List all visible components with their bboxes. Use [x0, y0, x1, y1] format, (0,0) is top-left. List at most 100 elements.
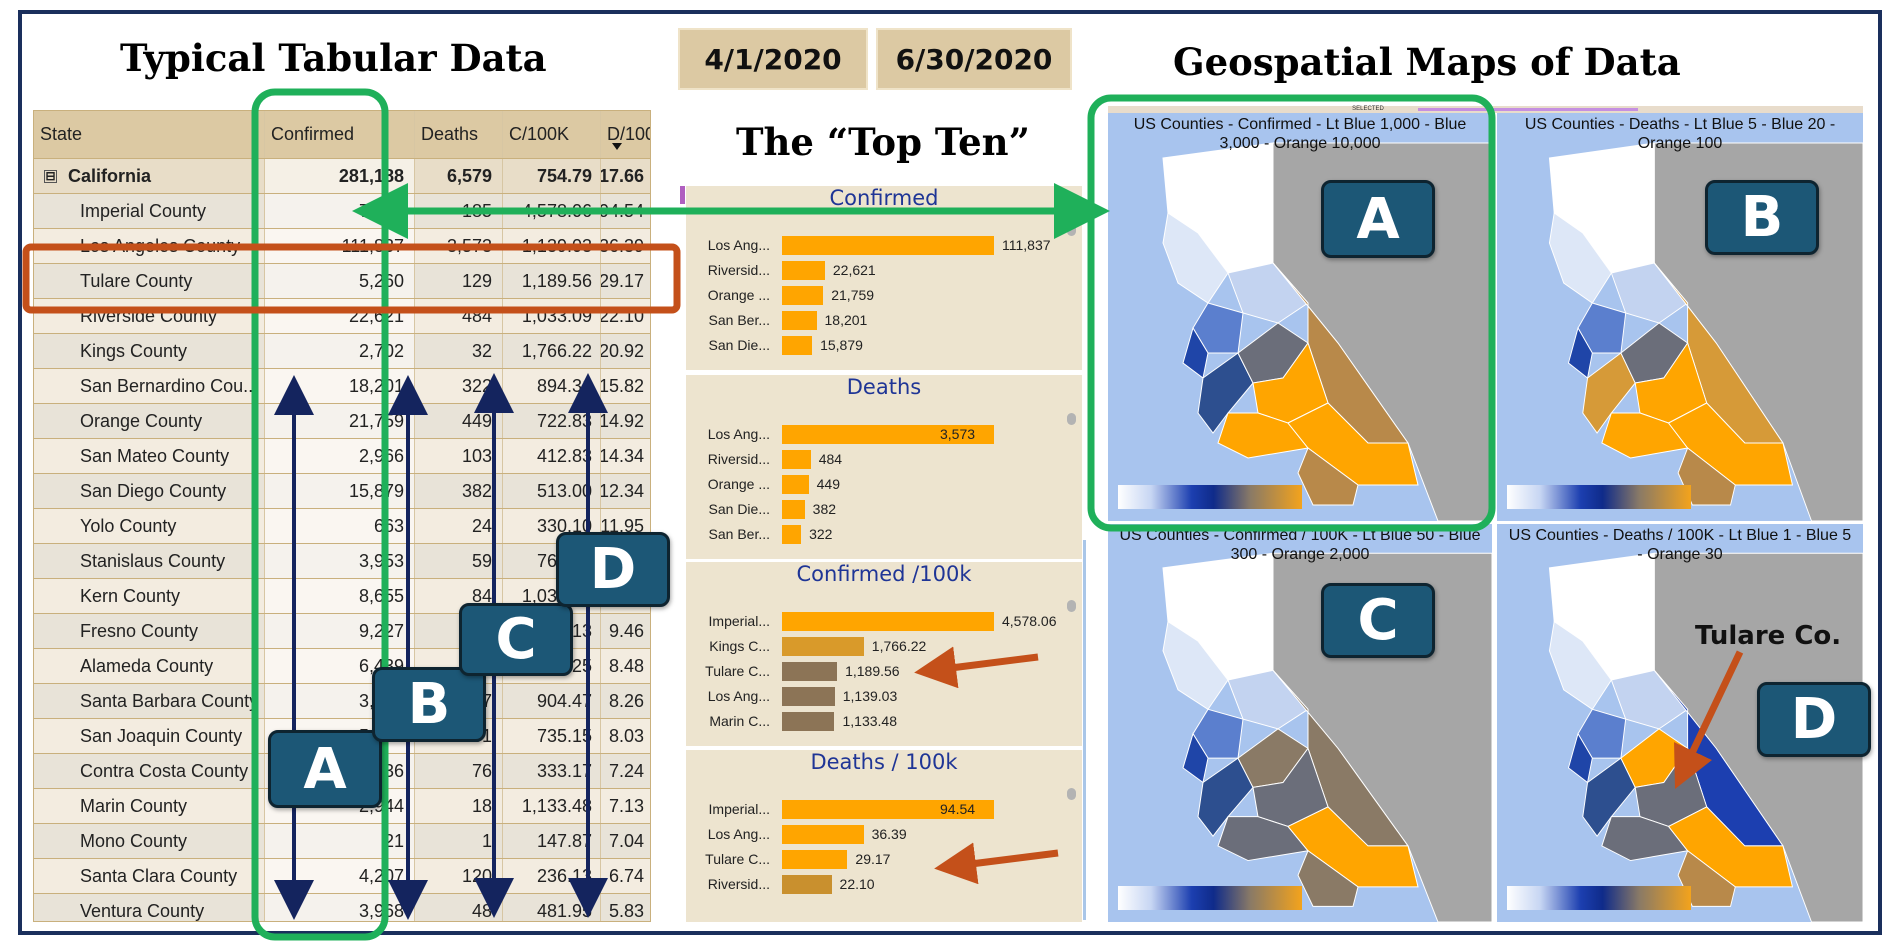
table-row[interactable]: San Bernardino Cou... 18,201 322 894.31 15.8… [34, 369, 650, 404]
cell-deaths: 76 [415, 754, 503, 788]
column-header-deaths[interactable]: Deaths [415, 111, 503, 158]
topten-bar[interactable] [782, 712, 835, 731]
topten-bar[interactable] [782, 850, 848, 869]
badge-d-table: D [556, 532, 670, 607]
cell-c100k: 1,033.09 [503, 299, 601, 333]
county-name: Kings County [34, 334, 265, 368]
topten-bar-label: Tulare C... [705, 851, 770, 867]
table-row[interactable]: Ventura County 3,968 48 481.95 5.83 [34, 894, 650, 921]
cell-d100k: 14.34 [601, 445, 644, 466]
cell-confirmed: 4,207 [265, 859, 415, 893]
total-confirmed: 281,188 [265, 159, 415, 193]
cell-confirmed: 9,227 [265, 614, 415, 648]
table-row[interactable]: Imperial County 7,990 185 4,578.06 94.54 [34, 194, 650, 229]
date-start[interactable]: 4/1/2020 [678, 28, 868, 90]
county-name: Fresno County [34, 614, 265, 648]
date-end[interactable]: 6/30/2020 [876, 28, 1072, 90]
topten-bar[interactable] [782, 637, 864, 656]
topten-bar[interactable] [782, 261, 825, 280]
topten-bar[interactable] [782, 825, 864, 844]
cell-d100k: 7.24 [608, 760, 644, 781]
cell-confirmed: 21,759 [265, 404, 415, 438]
badge-b-table: B [372, 667, 486, 742]
badge-d-map: D [1757, 682, 1871, 757]
heading-maps: Geospatial Maps of Data [1173, 40, 1681, 84]
cell-c100k: 1,133.48 [503, 789, 601, 823]
topten-bar[interactable] [782, 687, 835, 706]
collapse-icon[interactable]: ⊟ [44, 169, 57, 183]
county-map[interactable]: US Counties - Confirmed / 100K - Lt Blue… [1108, 524, 1492, 922]
topten-bar[interactable] [782, 875, 832, 894]
cell-confirmed: 21 [265, 824, 415, 858]
table-row[interactable]: Kings County 2,702 32 1,766.22 20.92 [34, 334, 650, 369]
cell-confirmed: 18,201 [265, 369, 415, 403]
table-row[interactable]: San Mateo County 2,966 103 412.83 14.34 [34, 439, 650, 474]
county-map[interactable]: US Counties - Deaths - Lt Blue 5 - Blue … [1497, 113, 1863, 521]
topten-bar[interactable] [782, 450, 811, 469]
topten-bar-value: 484 [818, 451, 843, 467]
cell-deaths: 449 [415, 404, 503, 438]
topten-bar[interactable] [782, 311, 817, 330]
topten-bar[interactable] [782, 800, 994, 819]
column-header-confirmed[interactable]: Confirmed [265, 111, 415, 158]
map-selected-label: SELECTED [1352, 106, 1384, 112]
table-row[interactable]: Mono County 21 1 147.87 7.04 [34, 824, 650, 859]
topten-bar[interactable] [782, 525, 802, 544]
topten-bar[interactable] [782, 662, 838, 681]
cell-d100k: 7.04 [608, 830, 644, 851]
scrollbar-thumb[interactable] [1067, 600, 1076, 612]
column-header-d100k[interactable]: D/100K [607, 124, 650, 144]
cell-deaths: 322 [415, 369, 503, 403]
topten-bar-label: Orange ... [707, 287, 770, 303]
scrollbar-thumb[interactable] [1067, 788, 1076, 800]
heading-topten: The “Top Ten” [736, 120, 1030, 164]
topten-bar-value: 15,879 [820, 337, 863, 353]
cell-deaths: 185 [415, 194, 503, 228]
column-header-state[interactable]: State [34, 111, 265, 158]
topten-bar-value: 4,578.06 [1002, 613, 1057, 629]
cell-deaths: 32 [415, 334, 503, 368]
cell-c100k: 894.31 [503, 369, 601, 403]
total-name: California [34, 159, 265, 193]
table-row[interactable]: Tulare County 5,260 129 1,189.56 29.17 [34, 264, 650, 299]
topten-bar-label: Los Ang... [707, 826, 770, 842]
county-name: Alameda County [34, 649, 265, 683]
county-name: Stanislaus County [34, 544, 265, 578]
topten-bar[interactable] [782, 612, 994, 631]
sort-descending-icon[interactable] [612, 143, 622, 150]
cell-confirmed: 3,953 [265, 544, 415, 578]
topten-bar[interactable] [782, 236, 994, 255]
county-map[interactable]: US Counties - Deaths / 100K - Lt Blue 1 … [1497, 524, 1863, 922]
table-row[interactable]: Santa Clara County 4,207 120 236.13 6.74 [34, 859, 650, 894]
topten-bar-value: 18,201 [824, 312, 868, 328]
cell-c100k: 147.87 [503, 824, 601, 858]
scrollbar-thumb[interactable] [1067, 413, 1076, 425]
county-map[interactable]: US Counties - Confirmed - Lt Blue 1,000 … [1108, 113, 1492, 521]
cell-deaths: 484 [415, 299, 503, 333]
topten-bar[interactable] [782, 336, 813, 355]
cell-d100k: 11.95 [601, 515, 644, 536]
topten-bar[interactable] [782, 425, 994, 444]
cell-d100k: 9.46 [608, 620, 644, 641]
table-row[interactable]: Riverside County 22,621 484 1,033.09 22.10 [34, 299, 650, 334]
table-row[interactable]: Orange County 21,759 449 722.83 14.92 [34, 404, 650, 439]
total-d100k: 17.66 [601, 165, 644, 186]
topten-bar[interactable] [782, 286, 824, 305]
scrollbar-thumb[interactable] [1067, 224, 1076, 236]
topten-bar[interactable] [782, 500, 805, 519]
topten-bar-value: 449 [816, 476, 840, 492]
cell-confirmed: 5,260 [265, 264, 415, 298]
topten-bar[interactable] [782, 475, 809, 494]
cell-deaths: 129 [415, 264, 503, 298]
topten-panel: Confirmed Los Ang... 111,837 Riversid... 22,… [686, 186, 1082, 370]
topten-bar-value: 382 [812, 501, 837, 517]
column-header-c100k[interactable]: C/100K [503, 111, 601, 158]
table-row[interactable]: Los Angeles County 111,837 3,573 1,139.03 36… [34, 229, 650, 264]
county-name: San Mateo County [34, 439, 265, 473]
cell-deaths: 24 [415, 509, 503, 543]
topten-edge [1083, 540, 1086, 920]
table-row[interactable]: San Diego County 15,879 382 513.00 12.34 [34, 474, 650, 509]
topten-bar-label: Riversid... [707, 451, 770, 467]
table-total-row[interactable]: ⊟ California 281,188 6,579 754.79 17.66 [34, 159, 650, 194]
